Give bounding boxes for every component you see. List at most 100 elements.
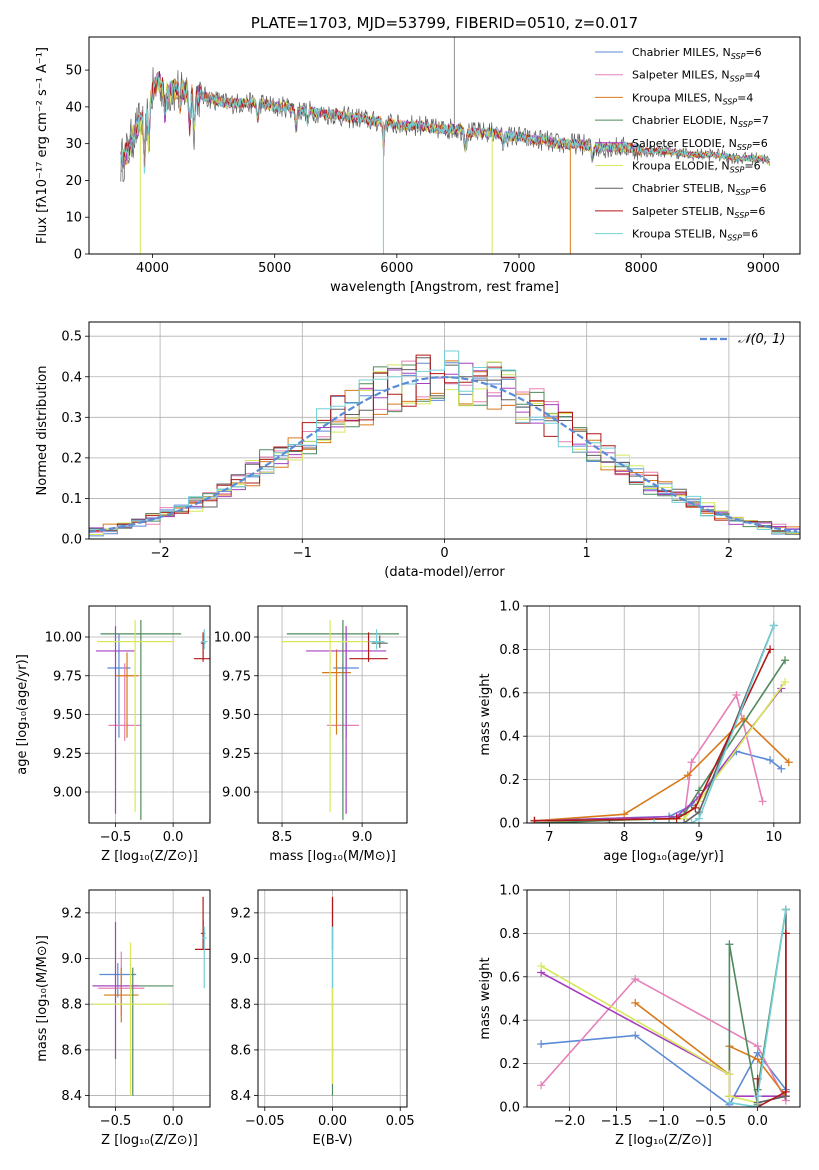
y-tick-label: 8.8 — [230, 998, 251, 1013]
y-axis-label: mass weight — [478, 673, 493, 755]
x-tick-label: −1.0 — [648, 1114, 680, 1129]
weight-marker — [781, 677, 790, 686]
legend-entry: Chabrier ELODIE, NSSP=7 — [632, 114, 769, 129]
weight-marker — [530, 816, 539, 823]
age_vs_z-axes: −0.5 0.0 9.00 9.25 9.50 9.75 10.00 Z [log₁₀(Z/Z… — [15, 606, 210, 864]
weight-marker — [777, 764, 786, 773]
weight-line-kroupa_stelib — [654, 625, 775, 823]
weight-marker — [631, 998, 640, 1007]
weight-marker — [537, 1081, 546, 1090]
x-tick-label: 5000 — [258, 261, 291, 276]
chart-title: PLATE=1703, MJD=53799, FIBERID=0510, z=0… — [251, 14, 638, 32]
weight-marker — [753, 1103, 762, 1107]
histogram-kroupa_stelib — [89, 350, 800, 533]
mass_vs_z-frame — [88, 889, 211, 1108]
weight-line-kroupa_elodie — [534, 681, 786, 822]
y-tick-label: 9.00 — [53, 786, 82, 801]
weight-line-salpeter_miles — [540, 977, 787, 1101]
weight-line-kroupa_stelib — [729, 909, 787, 1107]
x-tick-label: 0.00 — [318, 1114, 347, 1129]
weight-marker — [753, 1042, 762, 1051]
weight-line-salpeter_elodie — [534, 688, 782, 822]
weight-marker — [687, 819, 696, 823]
y-tick-label: 0.1 — [61, 492, 82, 507]
y-tick-label: 0.8 — [499, 927, 520, 942]
x-tick-label: 8000 — [625, 261, 658, 276]
y-tick-label: 0.0 — [499, 1101, 520, 1116]
y-tick-label: 0.8 — [499, 643, 520, 658]
weight-marker — [781, 656, 790, 665]
legend-entry: Chabrier STELIB, NSSP=6 — [632, 182, 766, 197]
y-tick-label: 0.4 — [61, 370, 82, 385]
errorbar-point — [306, 626, 387, 814]
legend-entry: Kroupa ELODIE, NSSP=6 — [632, 160, 761, 175]
x-tick-label: 7 — [545, 830, 553, 845]
x-axis-label: Z [log₁₀(Z/Z⊙)] — [101, 1133, 198, 1148]
y-tick-label: 40 — [65, 100, 82, 115]
x-axis-label: mass [log₁₀(M/M⊙)] — [269, 849, 396, 864]
x-axis-label: E(B-V) — [312, 1133, 352, 1148]
y-tick-label: 8.6 — [230, 1043, 251, 1058]
y-tick-label: 8.6 — [61, 1043, 82, 1058]
errorbar-point — [108, 663, 141, 741]
weight-marker — [537, 1040, 546, 1049]
normal-curve — [89, 376, 798, 533]
y-tick-label: 9.00 — [222, 786, 251, 801]
weight-marker — [687, 758, 696, 767]
spectrum-frame — [88, 36, 801, 255]
x-tick-label: 0.0 — [747, 1114, 768, 1129]
x-tick-label: −1.5 — [601, 1114, 633, 1129]
errorbar-point — [286, 619, 399, 820]
y-tick-label: 0.6 — [499, 970, 520, 985]
x-tick-label: 0.0 — [163, 1114, 184, 1129]
weight-marker — [769, 621, 778, 630]
mass_weight_vs_age-axes: 7 8 9 10 0.0 0.2 0.4 0.6 0.8 1.0 age [log₁₀(age/yr… — [478, 600, 800, 864]
y-tick-label: 9.75 — [53, 669, 82, 684]
y-tick-label: 20 — [65, 174, 82, 189]
mass_weight_vs_z-series — [537, 905, 790, 1107]
y-tick-label: 9.25 — [222, 747, 251, 762]
weight-line-kroupa_elodie — [540, 965, 758, 1104]
y-axis-label: mass weight — [478, 957, 493, 1039]
x-tick-label: 0 — [440, 546, 448, 561]
y-tick-label: 9.0 — [230, 952, 251, 967]
weight-line-kroupa_miles — [534, 717, 790, 822]
y-tick-label: 1.0 — [499, 884, 520, 899]
y-tick-label: 0.4 — [499, 730, 520, 745]
y-tick-label: 0.6 — [499, 686, 520, 701]
errorbar-point — [368, 629, 385, 650]
y-tick-label: 1.0 — [499, 600, 520, 615]
x-tick-label: 9.0 — [352, 830, 373, 845]
y-tick-label: 50 — [65, 64, 82, 79]
x-axis-label: Z [log₁₀(Z/Z⊙)] — [101, 849, 198, 864]
y-tick-label: 8.8 — [61, 998, 82, 1013]
y-tick-label: 9.2 — [61, 906, 82, 921]
x-tick-label: 9000 — [747, 261, 780, 276]
x-axis-label: age [log₁₀(age/yr)] — [603, 849, 724, 864]
errorbar-point — [92, 942, 169, 1096]
y-tick-label: 0.2 — [499, 1057, 520, 1072]
mass_weight_vs_z-frame — [526, 889, 801, 1108]
x-tick-label: 7000 — [502, 261, 535, 276]
x-tick-label: 9 — [695, 830, 703, 845]
age_vs_mass-points — [282, 619, 399, 820]
y-axis-label: mass [log₁₀(M/M⊙)] — [35, 935, 50, 1062]
x-tick-label: −1 — [293, 546, 312, 561]
x-tick-label: −2.0 — [554, 1114, 586, 1129]
errorbar-point — [349, 632, 388, 662]
weight-line-salpeter_miles — [683, 693, 764, 819]
y-axis-label: Flux [fλ10⁻¹⁷ erg cm⁻² s⁻¹ A⁻¹] — [35, 47, 50, 244]
residuals-axes: −2 −1 0 1 2 0.0 0.1 0.2 0.3 0.4 0.5 (data-model)/er… — [35, 322, 800, 580]
errorbar-point — [193, 632, 210, 662]
weight-line-chabrier_stelib — [609, 625, 775, 823]
y-tick-label: 0.5 — [61, 330, 82, 345]
residuals-frame — [88, 321, 801, 540]
x-axis-label: (data-model)/error — [384, 565, 505, 580]
x-tick-label: −2 — [151, 546, 170, 561]
x-tick-label: 8.5 — [272, 830, 293, 845]
y-tick-label: 0.4 — [499, 1014, 520, 1029]
weight-line-salpeter_stelib — [534, 649, 771, 822]
errorbar-point — [201, 926, 207, 989]
spectrum-axes: 4000 5000 6000 7000 8000 9000 0 10 20 30 40 50 wavel… — [35, 14, 780, 295]
weight-marker — [631, 974, 640, 983]
